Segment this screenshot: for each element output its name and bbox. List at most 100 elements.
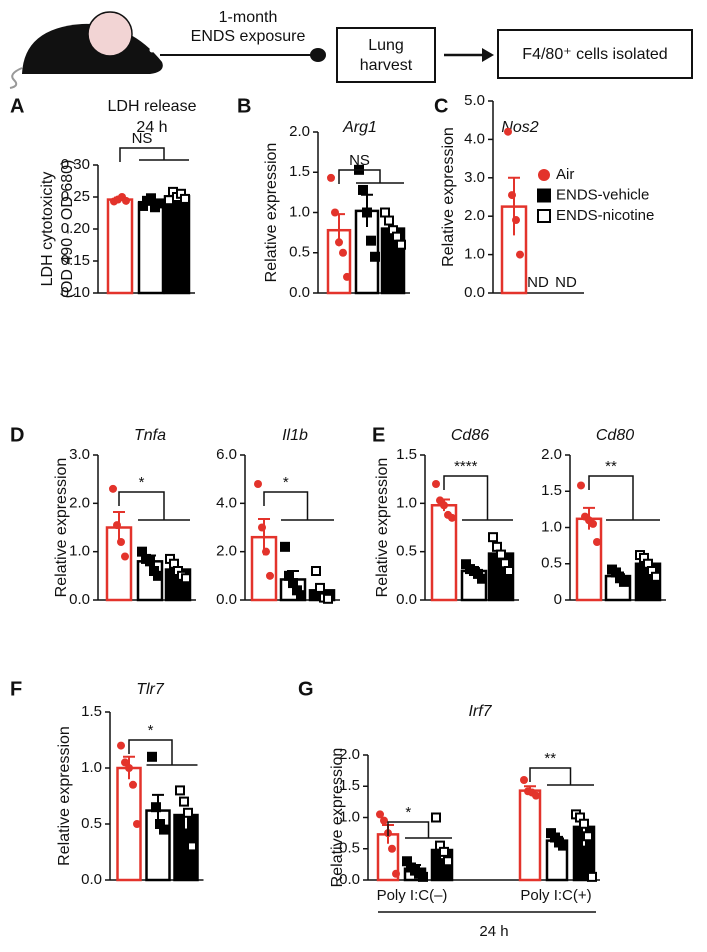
data-point <box>121 552 129 561</box>
y-tick-label: 1.0 <box>81 759 102 776</box>
panel: F Tlr7 Relative expression 0.0 0.5 1.0 1.5 * <box>10 678 204 888</box>
significance-bracket <box>128 739 198 766</box>
error-bar <box>508 176 520 236</box>
data-point <box>327 173 335 182</box>
value-label: ND <box>527 274 549 291</box>
significance-label: **** <box>454 458 478 475</box>
data-point <box>311 566 321 576</box>
data-point <box>133 820 141 828</box>
data-point <box>339 248 347 257</box>
harvest-label: Lung <box>368 37 404 54</box>
data-point <box>323 593 333 604</box>
legend-label: Air <box>556 166 574 183</box>
y-tick-label: 4.0 <box>216 494 237 511</box>
y-tick-label: 1.0 <box>69 543 90 560</box>
data-point <box>181 573 191 584</box>
legend-marker <box>537 188 551 203</box>
y-tick-label: 2.0 <box>289 123 310 140</box>
chart-title: LDH release <box>108 98 197 115</box>
exposure-end <box>310 48 326 62</box>
y-tick-label: 6.0 <box>216 446 237 463</box>
data-point <box>380 207 390 218</box>
y-tick-label: 1.5 <box>81 703 102 720</box>
data-point <box>154 198 164 209</box>
panel: B Arg1 Relative expression 0.0 0.5 1.0 1.5 2.0 N… <box>237 95 410 301</box>
data-point <box>439 846 449 857</box>
exposure-label: 1-month <box>219 9 278 26</box>
data-point <box>175 785 185 796</box>
panel-letter: B <box>237 95 251 117</box>
significance-label: NS <box>132 130 153 147</box>
y-tick-label: 0.10 <box>61 284 90 301</box>
significance-bracket <box>529 767 594 786</box>
chart-title: Tlr7 <box>136 681 165 698</box>
data-point <box>516 250 524 259</box>
harvest-box <box>336 27 436 83</box>
x-axis-label: 24 h <box>479 923 508 940</box>
data-point <box>266 571 274 580</box>
y-tick-label: 0.0 <box>464 284 485 301</box>
y-axis-label: Relative expression <box>329 748 346 888</box>
x-tick-label: Poly I:C(–) <box>377 887 448 904</box>
significance-bracket <box>387 821 452 839</box>
significance-bracket <box>588 475 660 521</box>
y-tick-label: 0.15 <box>61 252 90 269</box>
workflow-diagram: 1-month ENDS exposure Lung harvest F4/80… <box>9 9 693 89</box>
data-point <box>179 796 189 807</box>
exposure-label: ENDS exposure <box>191 28 306 45</box>
data-point <box>153 570 163 581</box>
data-point <box>448 513 456 522</box>
y-tick-label: 1.0 <box>289 203 310 220</box>
chart-title: Il1b <box>282 427 308 444</box>
data-point <box>558 840 568 851</box>
data-point <box>121 758 129 767</box>
y-tick-label: 0.0 <box>69 591 90 608</box>
legend-marker <box>538 169 550 181</box>
bar <box>163 195 191 295</box>
data-point <box>146 193 156 204</box>
significance-label: * <box>139 474 145 491</box>
mouse-ear <box>87 11 133 57</box>
data-point <box>392 869 400 878</box>
harvest-label: harvest <box>360 57 413 74</box>
y-tick-label: 0 <box>554 591 562 608</box>
y-tick-label: 0.5 <box>289 244 310 261</box>
data-point <box>388 844 396 853</box>
significance-bracket <box>338 169 404 184</box>
y-axis-label: Relative expression <box>56 726 73 866</box>
legend-label: ENDS-nicotine <box>556 207 654 224</box>
data-point <box>280 541 290 552</box>
y-tick-label: 1.0 <box>339 808 360 825</box>
data-point <box>488 532 498 543</box>
y-axis-label: Relative expression <box>263 143 280 283</box>
y-axis-label: (OD 490 – OD 680) <box>59 160 76 299</box>
data-point <box>125 764 133 772</box>
y-tick-label: 1.5 <box>396 446 417 463</box>
y-tick-label: 0.5 <box>396 543 417 560</box>
chart-title: 24 h <box>136 119 167 136</box>
bar <box>575 517 603 602</box>
data-point <box>296 590 306 601</box>
data-point <box>432 480 440 488</box>
y-tick-label: 5.0 <box>464 92 485 109</box>
y-tick-label: 3.0 <box>69 446 90 463</box>
y-tick-label: 1.0 <box>464 246 485 263</box>
data-point <box>396 239 406 250</box>
panel: Cd80 0 0.5 1.0 1.5 2.0 ** <box>541 427 666 608</box>
data-point <box>532 791 540 800</box>
mouse-tail <box>9 67 23 89</box>
data-point <box>151 802 161 813</box>
y-axis-label: Relative expression <box>374 458 391 598</box>
panel-letter: C <box>434 95 448 117</box>
y-tick-label: 4.0 <box>464 130 485 147</box>
y-tick-label: 1.0 <box>396 494 417 511</box>
data-point <box>262 547 270 556</box>
chart-title: Cd80 <box>596 427 634 444</box>
significance-label: NS <box>349 152 370 169</box>
data-point <box>315 582 325 593</box>
chart-title: Arg1 <box>342 119 377 136</box>
legend-marker <box>537 209 551 223</box>
x-tick-label: Poly I:C(+) <box>520 887 591 904</box>
y-tick-label: 0.0 <box>216 591 237 608</box>
